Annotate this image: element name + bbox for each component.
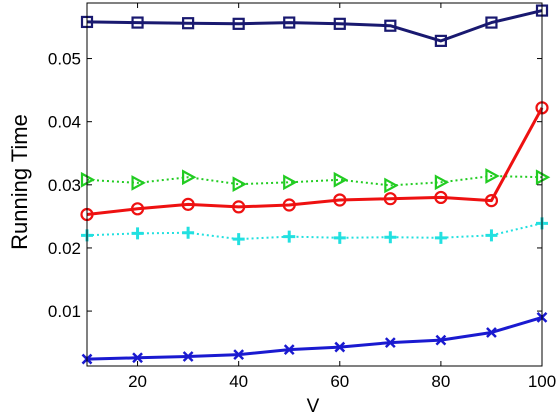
- series-3-point-7: [383, 192, 397, 206]
- series-5-point-4: [233, 349, 245, 361]
- series-5-point-9: [486, 327, 497, 338]
- x-tick-label-100: 100: [528, 372, 556, 391]
- y-tick-label-1: 0.02: [48, 239, 81, 258]
- series-1-point-4: [232, 17, 245, 30]
- y-tick-label-2: 0.03: [48, 176, 81, 195]
- series-5-point-6: [334, 341, 346, 353]
- series-2-point-6: [333, 171, 349, 188]
- x-tick-label-80: 80: [431, 372, 450, 391]
- series-2-point-9: [485, 168, 500, 184]
- series-2-point-4: [232, 176, 247, 193]
- y-tick-label-3: 0.04: [48, 113, 81, 132]
- series-1-point-5: [283, 16, 296, 29]
- series-4-point-6: [333, 231, 346, 244]
- series-4-point-7: [384, 231, 397, 244]
- series-2-point-3: [182, 169, 197, 186]
- x-tick-label-40: 40: [229, 372, 248, 391]
- series-1-line: [86, 9, 543, 43]
- series-1-point-7: [384, 19, 397, 32]
- series-4-point-2: [131, 227, 144, 240]
- x-tick-label-20: 20: [128, 372, 147, 391]
- series-1-point-3: [182, 17, 195, 30]
- series-3-point-6: [333, 193, 347, 207]
- x-tick-label-60: 60: [330, 372, 349, 391]
- plot-area: [87, 3, 542, 366]
- series-1-point-8: [434, 34, 447, 47]
- series-2-point-8: [434, 174, 450, 191]
- series-2-point-2: [131, 175, 146, 191]
- series-1-point-2: [131, 16, 144, 29]
- series-5-point-2: [132, 352, 143, 364]
- series-1-point-9: [485, 16, 498, 29]
- series-4-point-3: [182, 226, 195, 239]
- y-axis-title: Running Time: [7, 114, 32, 250]
- axes-layer: 20 40 60 80 100 0.01 0.02 0.03 0.04 0.05: [48, 2, 556, 391]
- series-3-point-4: [232, 200, 246, 214]
- series-5-point-5: [283, 344, 295, 355]
- plot-background: [87, 3, 542, 366]
- series-3-point-8: [434, 190, 448, 205]
- series-3-point-9: [484, 193, 499, 208]
- x-axis-title: V: [307, 396, 320, 417]
- series-5-point-8: [435, 334, 447, 346]
- series-4-point-8: [434, 231, 447, 244]
- series-4-point-5: [283, 230, 296, 243]
- series-1-point-6: [333, 17, 346, 30]
- series-2-line: [86, 175, 543, 187]
- series-3-point-5: [282, 198, 296, 212]
- series-4-point-4: [232, 233, 245, 246]
- series-3-point-2: [130, 202, 145, 216]
- y-tick-label-0: 0.01: [48, 302, 81, 321]
- series-2-point-7: [384, 177, 399, 194]
- series-5-point-3: [182, 351, 194, 362]
- series-5-line: [86, 315, 543, 361]
- series-3-line: [86, 107, 544, 216]
- series-2-point-5: [283, 174, 298, 191]
- y-tick-label-4: 0.05: [48, 50, 81, 69]
- series-4-line: [86, 222, 543, 241]
- series-3-point-3: [181, 197, 195, 211]
- series-5-point-7: [384, 337, 396, 349]
- series-4-point-9: [485, 229, 498, 242]
